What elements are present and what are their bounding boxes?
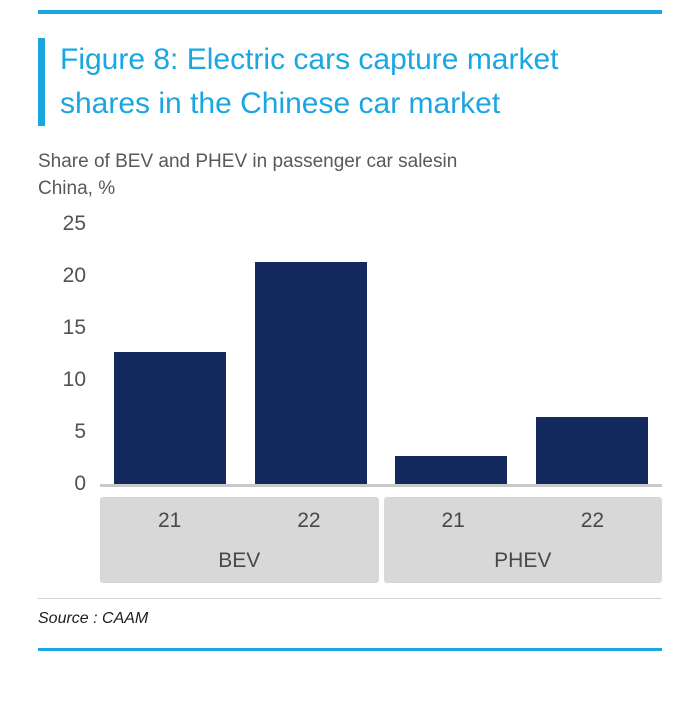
x-group-label: BEV — [218, 549, 261, 572]
chart-subtitle-line2: China, % — [38, 178, 116, 199]
x-axis-band: 21 22 BEV 21 22 PHEV — [100, 497, 662, 583]
x-group-label: PHEV — [494, 549, 552, 572]
x-axis-row: 21 22 BEV 21 22 PHEV — [38, 497, 662, 583]
x-tick-label: 22 — [580, 509, 605, 532]
x-group-phev: 21 22 PHEV — [383, 497, 663, 583]
y-tick-label: 0 — [74, 472, 86, 495]
plot-area — [100, 224, 662, 487]
figure-title-block: Figure 8: Electric cars capture market sh… — [38, 38, 662, 126]
y-axis-spacer — [38, 497, 100, 583]
y-tick-label: 20 — [62, 264, 86, 287]
top-rule — [38, 10, 662, 14]
y-tick-label: 15 — [62, 316, 86, 339]
x-group-bev: 21 22 BEV — [100, 497, 379, 583]
bar-bev-22 — [254, 262, 367, 484]
x-tick-label: 21 — [157, 509, 182, 532]
y-tick-label: 10 — [62, 368, 86, 391]
figure-title: Figure 8: Electric cars capture market sh… — [60, 38, 662, 126]
x-tick-row: 21 22 — [100, 497, 379, 533]
bar-chart: 0 5 10 15 20 25 21 22 BEV 21 22 PHEV — [38, 212, 662, 583]
x-tick-label: 21 — [441, 509, 465, 532]
x-tick-row: 21 22 — [384, 497, 663, 533]
plot-row: 0 5 10 15 20 25 — [38, 212, 662, 495]
x-axis-baseline — [100, 484, 662, 487]
figure-title-line1: Figure 8: Electric cars capture market — [60, 43, 559, 76]
bottom-rule — [38, 648, 662, 651]
y-tick-label: 5 — [74, 420, 86, 443]
figure-title-line2: shares in the Chinese car market — [60, 87, 501, 120]
bar-phev-21 — [395, 455, 508, 484]
source-divider — [38, 598, 662, 599]
bars-container — [100, 224, 662, 484]
y-tick-label: 25 — [62, 212, 86, 235]
chart-subtitle: Share of BEV and PHEV in passenger car s… — [38, 148, 662, 202]
x-tick-label: 22 — [297, 509, 321, 532]
bar-phev-22 — [535, 417, 648, 484]
y-axis: 0 5 10 15 20 25 — [38, 212, 100, 495]
source-label: Source : CAAM — [38, 610, 149, 627]
bar-bev-21 — [114, 351, 226, 484]
chart-subtitle-line1: Share of BEV and PHEV in passenger car s… — [38, 151, 458, 172]
